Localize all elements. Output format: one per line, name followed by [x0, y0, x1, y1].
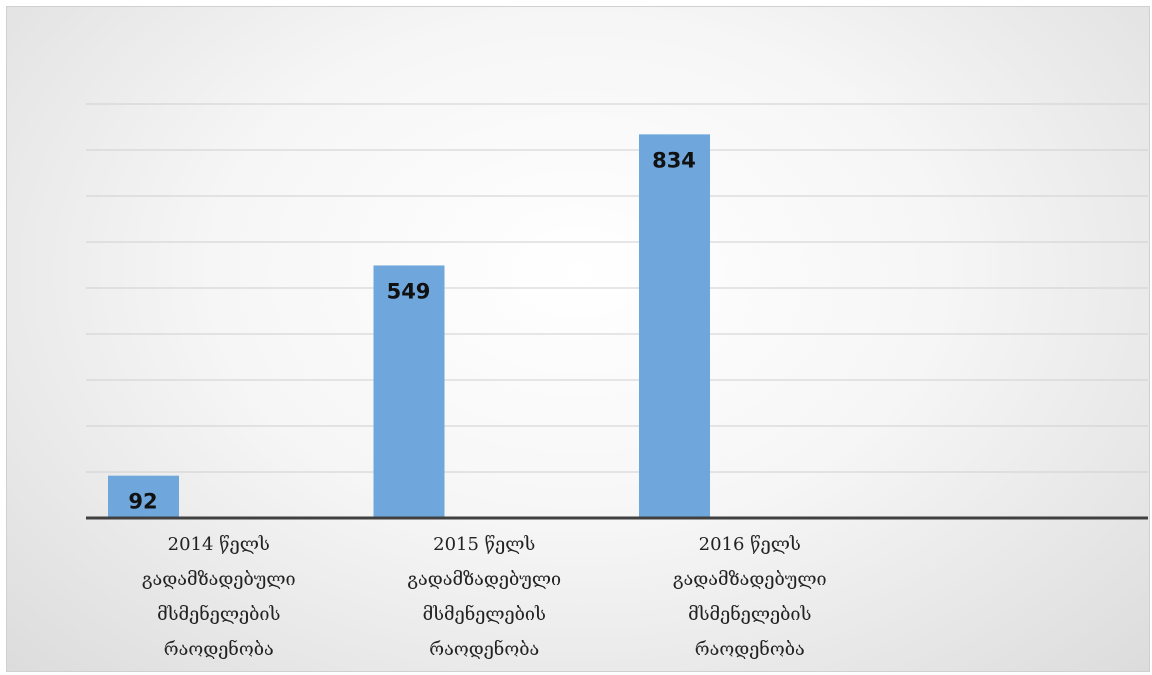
chart: 92 549 834 [86, 103, 1148, 520]
bar [639, 134, 710, 519]
data-label: 549 [387, 279, 431, 303]
x-tick-label: 2016 წელს გადამზადებული მსმენელების რაოდ… [672, 534, 827, 660]
bar [108, 475, 179, 518]
bar [373, 265, 445, 518]
x-tick-label: 2014 წელს გადამზადებული მსმენელების რაოდ… [141, 534, 296, 660]
data-label: 92 [128, 490, 157, 514]
chart-area: 92 549 834 2014 წელს გადამზადებული მსმენელ… [6, 6, 1150, 672]
x-tick-label: 2015 წელს გადამზადებული მსმენელების რაოდ… [407, 534, 562, 660]
data-label: 834 [652, 148, 696, 172]
